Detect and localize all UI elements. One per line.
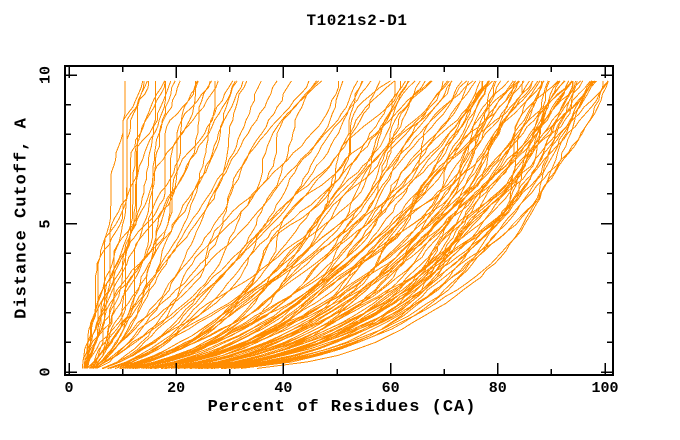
x-tick-label: 0 [64,380,74,397]
x-tick-label: 20 [167,380,186,397]
y-axis-title: Distance Cutoff, A [12,117,32,319]
model-gdt-curve [83,80,148,369]
model-gdt-curve [198,80,581,369]
model-gdt-curve [165,80,519,369]
model-gdt-curve [221,80,591,369]
model-gdt-curve [102,80,317,369]
model-gdt-curve [96,80,323,369]
model-gdt-curve [92,80,278,369]
model-gdt-curve [204,80,578,369]
model-gdt-curve [92,80,236,369]
model-gdt-curve [91,80,248,369]
model-gdt-curve [83,80,176,369]
model-gdt-curve [191,80,559,369]
y-tick-label: 0 [37,367,55,377]
model-gdt-curve [86,80,198,369]
model-gdt-curve [85,80,156,369]
model-gdt-curve [201,80,596,369]
model-gdt-curve [178,80,542,369]
model-gdt-curve [195,80,565,369]
model-gdt-curve [88,80,216,369]
model-gdt-curve [120,80,448,369]
model-gdt-curve [151,80,493,369]
model-gdt-curve [171,80,521,369]
model-gdt-curve [198,80,561,369]
model-gdt-curve [107,80,363,369]
model-gdt-curve [224,80,609,369]
model-gdt-curve [132,80,468,369]
x-tick-label: 100 [591,380,619,397]
model-gdt-curve [147,80,481,369]
model-gdt-curve [120,80,416,369]
model-gdt-curve [178,80,545,369]
model-gdt-curve [155,80,520,369]
model-gdt-curve [211,80,584,369]
model-gdt-curve [95,80,292,369]
model-gdt-curve [257,80,604,369]
plot-frame [64,65,614,376]
model-curves [82,80,609,369]
model-gdt-curve [195,80,573,369]
model-gdt-curve [107,80,381,369]
model-gdt-curve [114,80,401,369]
model-gdt-curve [119,80,432,369]
x-axis-title: Percent of Residues (CA) [207,398,477,417]
x-tick-label: 80 [488,380,507,397]
y-tick-label: 5 [37,218,55,229]
model-gdt-curve [134,80,450,369]
model-gdt-curve [141,80,477,369]
model-gdt-curve [103,80,364,369]
model-gdt-curve [90,80,199,369]
model-gdt-curve [95,80,310,369]
model-gdt-curve [85,80,166,369]
model-gdt-curve [83,80,167,369]
model-gdt-curve [241,80,597,369]
model-gdt-curve [101,80,344,369]
axis-box [64,65,614,376]
model-gdt-curve [170,80,534,369]
model-gdt-curve [136,80,474,369]
y-tick-label: 10 [37,65,55,85]
model-gdt-curve [93,80,319,369]
model-gdt-curve [221,80,574,369]
model-gdt-curve [93,80,262,369]
model-gdt-curve [86,80,181,369]
model-gdt-curve [183,80,549,369]
model-gdt-curve [234,80,593,369]
model-gdt-curve [122,80,421,369]
model-gdt-curve [89,80,211,369]
model-gdt-curve [102,80,359,369]
model-gdt-curve [121,80,444,369]
x-tick-label: 60 [381,380,400,397]
model-gdt-curve [90,80,244,369]
model-gdt-curve [108,80,395,369]
model-gdt-curve [127,80,463,369]
model-gdt-curve [93,80,213,369]
model-gdt-curve [109,80,391,369]
model-gdt-curve [102,80,372,369]
plot-title: T1021s2-D1 [306,12,408,30]
model-gdt-curve [95,80,339,369]
x-tick-label: 40 [274,380,293,397]
model-gdt-curve [146,80,491,369]
model-gdt-curve [225,80,593,369]
model-gdt-curve [184,80,545,369]
model-gdt-curve [87,80,172,369]
model-gdt-curve [134,80,483,369]
